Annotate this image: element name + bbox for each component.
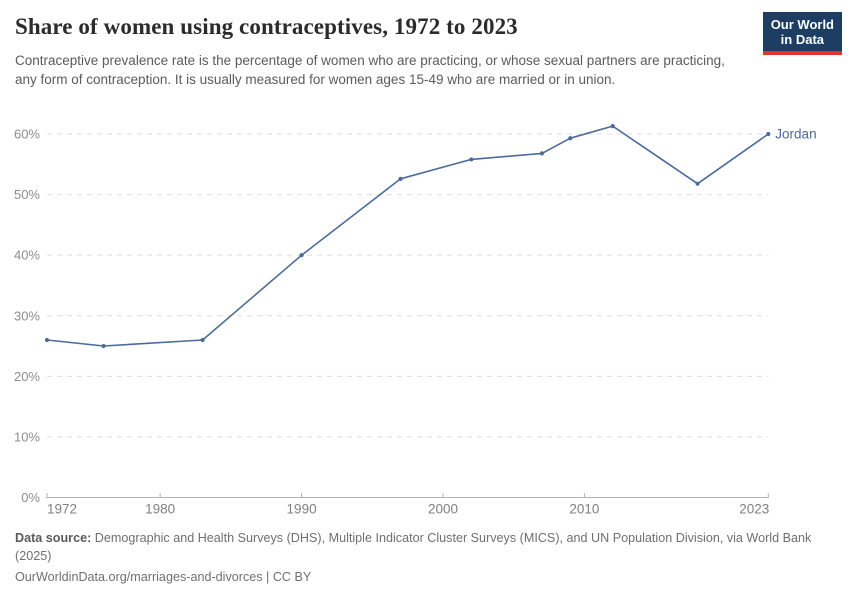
y-tick-label: 0%	[21, 490, 40, 505]
license-link[interactable]: CC BY	[272, 570, 312, 584]
data-source-label: Data source:	[15, 531, 92, 545]
footer-link-line: OurWorldinData.org/marriages-and-divorce…	[15, 569, 821, 587]
chart-footer: Data source: Demographic and Health Surv…	[15, 530, 821, 587]
data-source-line: Data source: Demographic and Health Surv…	[15, 530, 821, 565]
data-point[interactable]	[469, 157, 474, 162]
x-tick-label: 1972	[47, 502, 77, 517]
y-tick-label: 50%	[14, 187, 40, 202]
x-tick-label: 1990	[287, 502, 317, 517]
owid-url-link[interactable]: OurWorldinData.org/marriages-and-divorce…	[15, 570, 263, 584]
data-point[interactable]	[568, 136, 573, 141]
data-point[interactable]	[200, 337, 205, 343]
y-tick-label: 30%	[14, 308, 40, 323]
data-source-text: Demographic and Health Surveys (DHS), Mu…	[15, 531, 812, 563]
owid-logo-line1: Our World	[770, 17, 834, 32]
line-chart-canvas[interactable]: 0% 10% 20% 30% 40% 50% 60% 1972 1980 1990 2000 2010…	[0, 115, 850, 525]
footer-separator: |	[262, 570, 273, 584]
series-line[interactable]	[46, 125, 769, 347]
chart-subtitle: Contraceptive prevalence rate is the per…	[15, 53, 725, 87]
data-point[interactable]	[539, 151, 545, 156]
owid-logo-line2: in Data	[780, 32, 825, 47]
data-point[interactable]	[44, 337, 50, 343]
owid-logo[interactable]: Our World in Data	[762, 12, 842, 55]
data-point[interactable]	[766, 131, 771, 137]
x-tick-label: 2010	[569, 502, 599, 517]
data-point[interactable]	[610, 124, 615, 129]
data-point[interactable]	[101, 343, 106, 349]
y-tick-label: 40%	[14, 248, 40, 263]
series-end-label[interactable]: Jordan	[775, 127, 816, 142]
y-tick-label: 20%	[14, 369, 40, 384]
data-point[interactable]	[398, 176, 403, 181]
y-tick-label: 60%	[14, 127, 40, 142]
x-tick-label: 2023	[739, 502, 769, 517]
y-tick-label: 10%	[14, 429, 40, 444]
data-point[interactable]	[299, 253, 304, 258]
chart-title: Share of women using contraceptives, 197…	[15, 14, 518, 39]
x-tick-label: 1980	[145, 502, 175, 517]
x-tick-label: 2000	[428, 502, 458, 517]
data-point[interactable]	[695, 181, 700, 186]
